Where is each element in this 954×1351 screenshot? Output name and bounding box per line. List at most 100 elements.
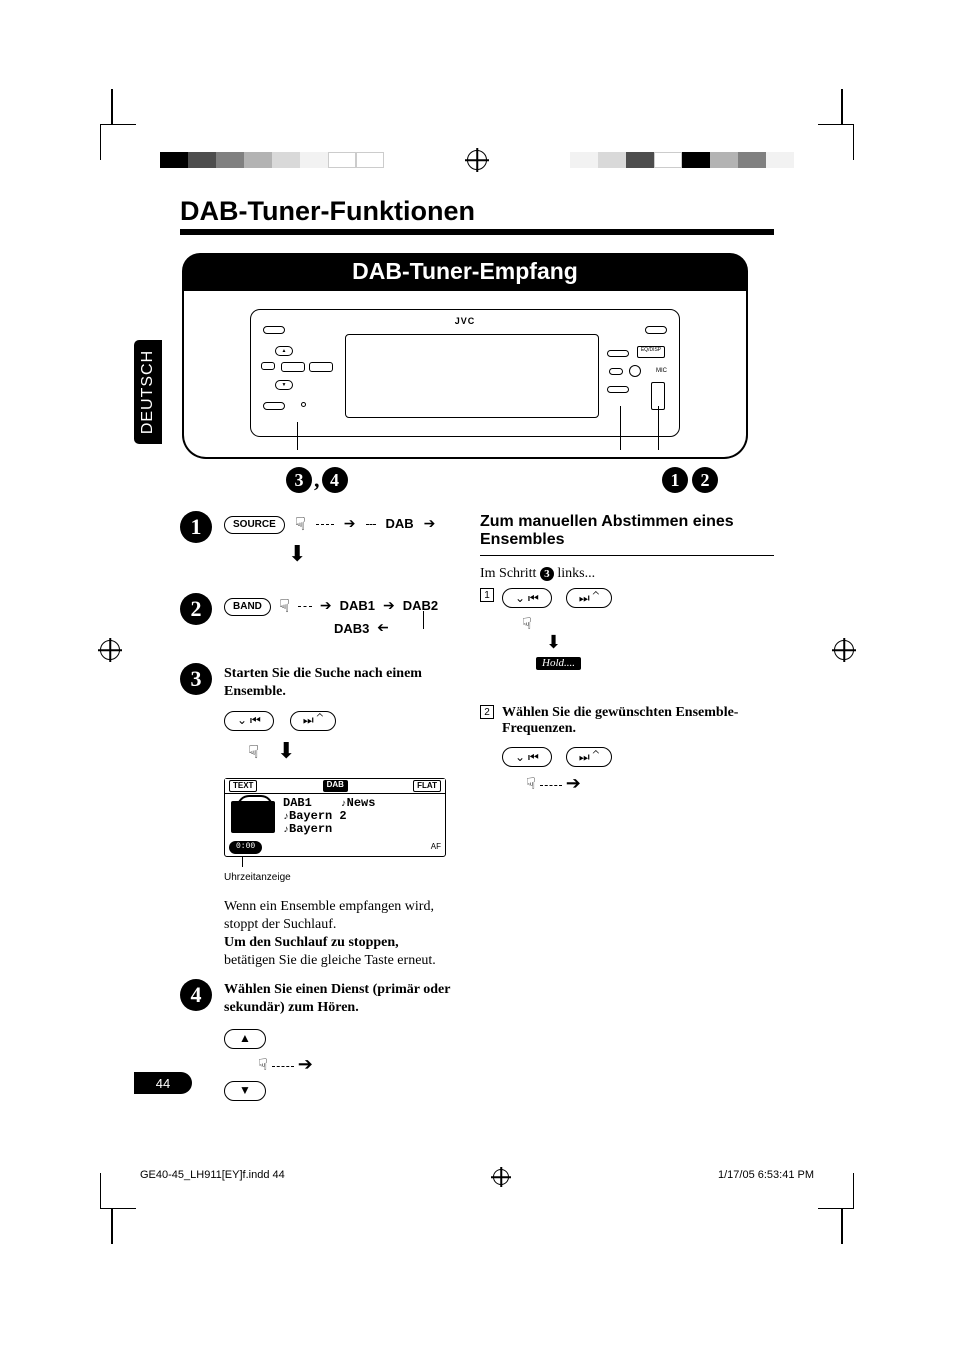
indicator-line-r1 <box>620 406 621 450</box>
registration-mark-right <box>834 640 854 660</box>
device-source-btn <box>281 362 305 372</box>
device-btn-left-small <box>261 362 275 370</box>
lcd-flat-badge: FLAT <box>413 780 441 792</box>
left-column: 1 SOURCE ☟ ➔ DAB ➔ ⬇ <box>180 513 462 1127</box>
registration-mark-left <box>100 640 120 660</box>
language-tab: DEUTSCH <box>134 340 162 444</box>
flow-dab: DAB <box>386 516 414 533</box>
page-number: 44 <box>156 1076 170 1091</box>
step-1-ball: 1 <box>180 511 212 543</box>
dab-panel: DAB-Tuner-Empfang JVC ▲ ▼ EQ/DISP <box>180 253 774 493</box>
print-footer: GE40-45_LH911[EY]f.indd 44 1/17/05 6:53:… <box>140 1169 814 1185</box>
callout-2: 2 <box>692 467 718 493</box>
lcd-line3: Bayern <box>289 822 332 836</box>
step-4-text: Wählen Sie einen Dienst (primär oder sek… <box>224 981 462 1017</box>
step-4: 4 Wählen Sie einen Dienst (primär oder s… <box>180 981 462 1101</box>
arrow-icon: ➔ <box>424 516 436 534</box>
device-btn-r2 <box>609 368 623 375</box>
device-btn-r1 <box>607 350 629 357</box>
lcd-line2: Bayern 2 <box>289 809 347 823</box>
prev-button: ⌄ ⏮ <box>502 588 552 608</box>
substep-2-box: 2 <box>480 705 494 719</box>
device-mic-label: MIC <box>656 368 667 374</box>
hold-tag: Hold.... <box>536 657 581 670</box>
device-callouts: 3 , 4 1 2 <box>182 467 748 493</box>
device-dot <box>301 402 306 407</box>
top-print-marks <box>120 150 834 176</box>
band-button: BAND <box>224 598 271 616</box>
press-icon: ☟ <box>295 513 306 536</box>
next-button: ⏭ ⌃ <box>566 747 612 767</box>
title-rule <box>180 229 774 235</box>
arrow-icon: ➔ <box>383 598 395 616</box>
press-icon: ☟⬇ <box>248 737 462 766</box>
intro-suffix: links... <box>557 566 595 581</box>
device-btn-r3 <box>607 386 629 393</box>
step-3-ball: 3 <box>180 663 212 695</box>
dash-icon <box>316 524 334 525</box>
flow-dab1: DAB1 <box>340 598 375 615</box>
step-3-para2: betätigen Sie die gleiche Taste erneut. <box>224 952 462 970</box>
lcd-text-badge: TEXT <box>229 780 257 792</box>
flow-dab3: DAB3 <box>334 621 369 638</box>
next-button: ⏭ ⌃ <box>290 711 336 731</box>
callout-1: 1 <box>662 467 688 493</box>
press-icon: ☟ ➔ <box>258 1053 462 1077</box>
dash-icon <box>298 606 312 607</box>
lcd-dab-icon <box>231 801 275 833</box>
arrow-icon: ➔ <box>320 598 332 616</box>
content-columns: 1 SOURCE ☟ ➔ DAB ➔ ⬇ <box>180 513 774 1127</box>
lcd-caption: Uhrzeitanzeige <box>224 871 462 884</box>
callout-comma: , <box>314 467 320 493</box>
lcd-af: AF <box>431 842 441 852</box>
intro-prefix: Im Schritt <box>480 566 540 581</box>
indicator-line-left <box>297 422 298 450</box>
prev-button: ⌄ ⏮ <box>224 711 274 731</box>
substep-1-box: 1 <box>480 588 494 602</box>
colorbar-left <box>160 152 384 168</box>
lcd-dab-badge: DAB <box>323 780 348 792</box>
flow-dab2: DAB2 <box>403 598 438 615</box>
device-btn-top-left <box>263 326 285 334</box>
step-4-ball: 4 <box>180 979 212 1011</box>
device-btn-bottom-left <box>263 402 285 410</box>
step-2-ball: 2 <box>180 593 212 625</box>
device-screen <box>345 334 599 418</box>
lcd-line1-left: DAB1 <box>283 796 312 810</box>
arrow-left-icon: ➔ <box>377 620 389 638</box>
up-button: ▲ <box>224 1029 266 1049</box>
device-btn-up: ▲ <box>275 346 293 356</box>
registration-mark-bottom <box>493 1169 509 1185</box>
dash-icon <box>366 524 376 525</box>
next-button: ⏭ ⌃ <box>566 588 612 608</box>
step-3-text: Starten Sie die Suche nach einem Ensembl… <box>224 665 462 701</box>
caption-line <box>242 857 462 867</box>
crop-mark-bl <box>100 1173 136 1209</box>
right-column: Zum manuellen Abstimmen eines Ensembles … <box>480 513 774 1127</box>
down-button: ▼ <box>224 1081 266 1101</box>
step-1: 1 SOURCE ☟ ➔ DAB ➔ ⬇ <box>180 513 462 569</box>
press-icon: ☟ ➔ <box>526 773 774 794</box>
crop-mark-br <box>818 1173 854 1209</box>
lcd-line1-right: News <box>347 796 376 810</box>
step-3: 3 Starten Sie die Suche nach einem Ensem… <box>180 665 462 971</box>
device-outline: JVC ▲ ▼ EQ/DISP MIC <box>250 309 680 437</box>
footer-left: GE40-45_LH911[EY]f.indd 44 <box>140 1169 285 1185</box>
press-icon: ☟ <box>522 614 612 634</box>
heading-rule <box>480 555 774 556</box>
lcd-display: TEXT DAB FLAT DAB1 ♪News ♪Bayern 2 ♪Baye… <box>224 778 446 857</box>
step-3-bold: Um den Suchlauf zu stoppen, <box>224 934 462 952</box>
arrow-icon: ➔ <box>344 516 356 534</box>
device-band-btn <box>309 362 333 372</box>
intro-ref-ball: 3 <box>540 567 554 581</box>
substep-2-text: Wählen Sie die gewünschten Ensemble-Freq… <box>502 705 774 737</box>
device-eq-btn: EQ/DISP <box>637 346 665 358</box>
device-illustration-box: JVC ▲ ▼ EQ/DISP MIC <box>182 291 748 459</box>
prev-button: ⌄ ⏮ <box>502 747 552 767</box>
step-2: 2 BAND ☟ ➔ DAB1 ➔ DAB2 DAB3 ➔ <box>180 595 462 639</box>
footer-right: 1/17/05 6:53:41 PM <box>718 1169 814 1185</box>
device-btn-top-right <box>645 326 667 334</box>
colorbar-right <box>570 152 794 168</box>
device-knob <box>629 365 641 377</box>
lcd-clock: 0:00 <box>229 841 262 853</box>
